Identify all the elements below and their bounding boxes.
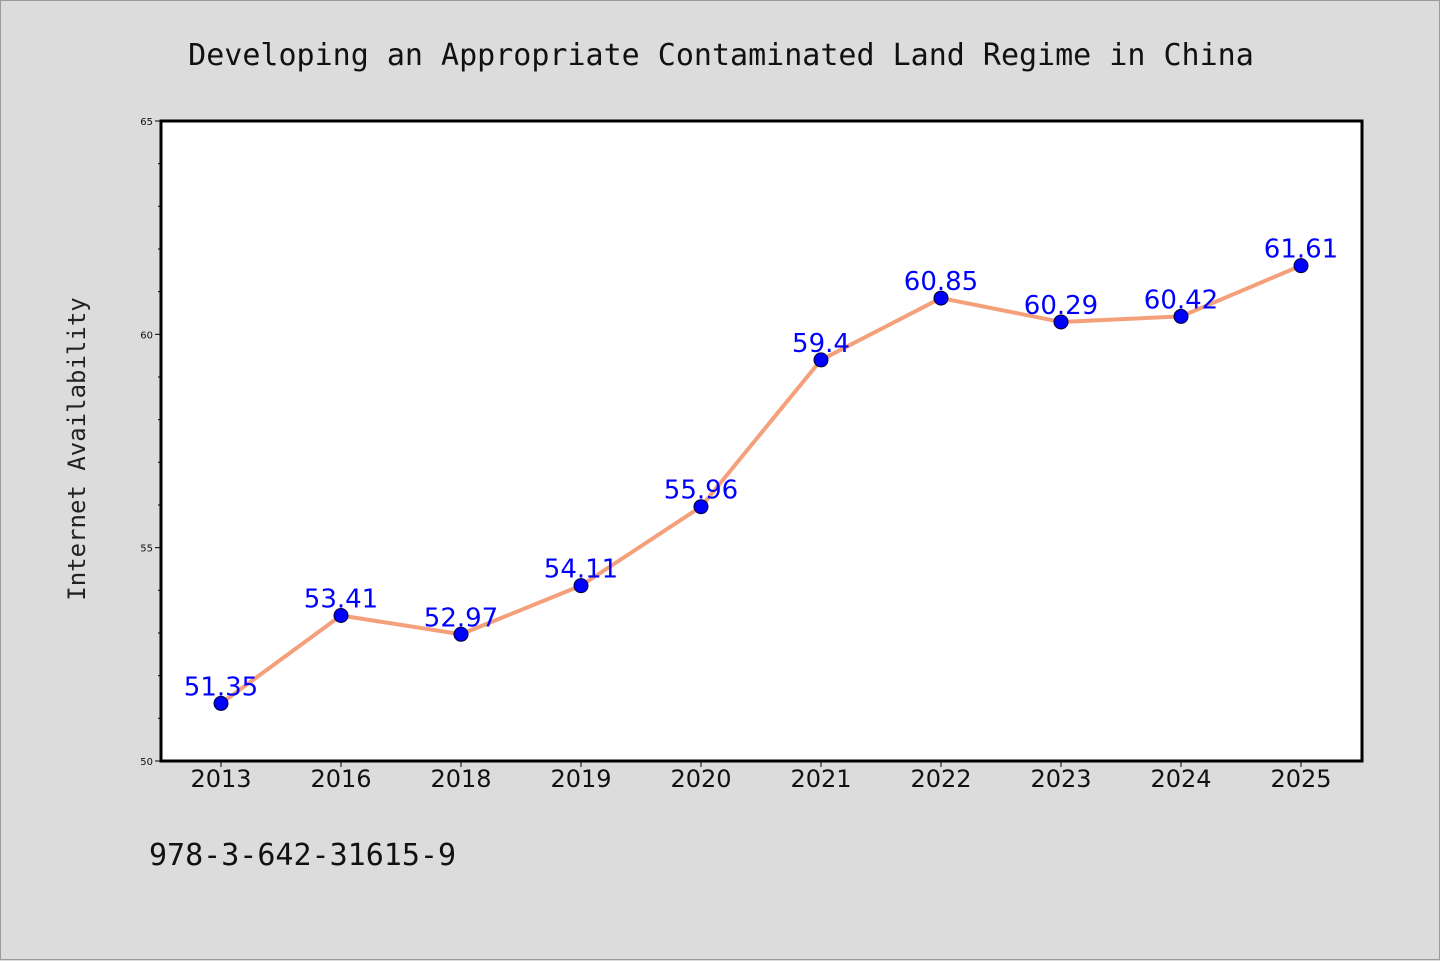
x-tick-label: 2016 — [310, 765, 371, 793]
series-line — [219, 263, 1302, 706]
x-tick-label: 2024 — [1150, 765, 1211, 793]
y-tick-label: 50 — [140, 757, 153, 768]
data-point — [813, 352, 829, 368]
y-tick-label: 55 — [140, 544, 153, 555]
data-point — [933, 290, 949, 306]
x-tick-label: 2023 — [1030, 765, 1091, 793]
data-label: 60.42 — [1144, 285, 1218, 315]
data-label: 60.85 — [904, 267, 978, 297]
data-point — [693, 499, 709, 515]
x-tick-label: 2020 — [670, 765, 731, 793]
data-point — [1053, 314, 1069, 330]
chart-title: Developing an Appropriate Contaminated L… — [188, 38, 1254, 73]
data-point — [573, 578, 589, 594]
data-label: 60.29 — [1024, 291, 1098, 321]
plot-border — [159, 119, 1364, 763]
y-axis-label: Internet Availability — [63, 297, 91, 600]
data-label: 55.96 — [664, 476, 738, 506]
x-tick-label: 2018 — [430, 765, 491, 793]
data-point — [213, 695, 229, 711]
data-label: 59.4 — [792, 329, 850, 359]
data-point — [333, 608, 349, 624]
x-tick-label: 2013 — [190, 765, 251, 793]
data-label: 52.97 — [424, 603, 498, 633]
data-markers — [213, 258, 1309, 711]
data-labels: 51.35 53.41 52.97 54.11 55.96 59.4 60.85 60.29 6… — [184, 235, 1338, 703]
x-tick-label: 2021 — [790, 765, 851, 793]
data-label: 61.61 — [1264, 235, 1338, 265]
data-point — [453, 626, 469, 642]
y-major-ticks: 50 55 60 65 — [140, 117, 162, 768]
data-label: 51.35 — [184, 672, 258, 702]
x-tick-label: 2022 — [910, 765, 971, 793]
plot-area — [161, 121, 1362, 761]
data-point — [1173, 308, 1189, 324]
isbn-footer: 978-3-642-31615-9 — [149, 838, 456, 873]
data-label: 54.11 — [544, 555, 618, 585]
data-point — [1293, 258, 1309, 274]
data-label: 53.41 — [304, 585, 378, 615]
x-ticks: 2013 2016 2018 2019 2020 2021 2022 2023 2024 2025 — [190, 761, 1332, 793]
y-tick-label: 65 — [140, 117, 153, 128]
x-tick-label: 2025 — [1270, 765, 1331, 793]
y-tick-label: 60 — [140, 330, 153, 341]
x-tick-label: 2019 — [550, 765, 611, 793]
